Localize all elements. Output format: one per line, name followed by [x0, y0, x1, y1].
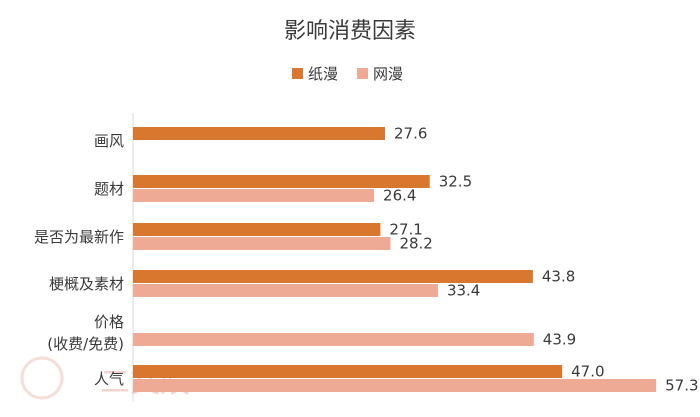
value-label-1-3: 33.4 — [447, 282, 480, 300]
category-label-5: 人气 — [94, 370, 124, 388]
category-label-2: 是否为最新作 — [34, 228, 124, 246]
legend-swatch-1 — [357, 68, 368, 79]
value-labels: 27.6 32.5 27.1 43.8 47.0 26.4 28.2 33.4 43.9 57.3 — [383, 125, 699, 395]
value-label-0-2: 27.1 — [389, 221, 422, 239]
category-label-4-line-0: 价格 — [94, 313, 124, 331]
bar-1-1 — [133, 189, 375, 202]
bar-0-1 — [133, 175, 430, 188]
bar-1-2 — [133, 237, 391, 250]
value-label-1-2: 28.2 — [399, 235, 432, 253]
bar-1-5 — [133, 379, 657, 392]
legend-swatch-0 — [292, 68, 303, 79]
value-label-0-0: 27.6 — [394, 125, 427, 143]
value-label-0-1: 32.5 — [439, 173, 472, 191]
watermark-logo-icon — [20, 356, 64, 400]
bar-1-4 — [133, 333, 534, 346]
bar-0-0 — [133, 127, 385, 140]
legend: 纸漫 网漫 — [292, 65, 403, 83]
legend-label-1: 网漫 — [373, 65, 403, 83]
value-label-1-1: 26.4 — [383, 187, 416, 205]
value-label-0-5: 47.0 — [571, 363, 604, 381]
value-label-1-4: 43.9 — [543, 331, 576, 349]
bars — [133, 127, 657, 392]
chart-title: 影响消费因素 — [284, 19, 416, 44]
bar-1-3 — [133, 284, 438, 297]
category-label-3: 梗概及素材 — [49, 275, 124, 293]
bar-0-2 — [133, 223, 381, 236]
category-label-1: 题材 — [94, 180, 124, 198]
value-label-0-3: 43.8 — [542, 268, 575, 286]
bar-0-5 — [133, 365, 563, 378]
category-label-4-line-1: (收费/免费) — [47, 335, 124, 353]
bar-0-3 — [133, 270, 533, 283]
category-label-0: 画风 — [94, 132, 124, 150]
legend-label-0: 纸漫 — [308, 65, 338, 83]
value-label-1-5: 57.3 — [665, 377, 698, 395]
